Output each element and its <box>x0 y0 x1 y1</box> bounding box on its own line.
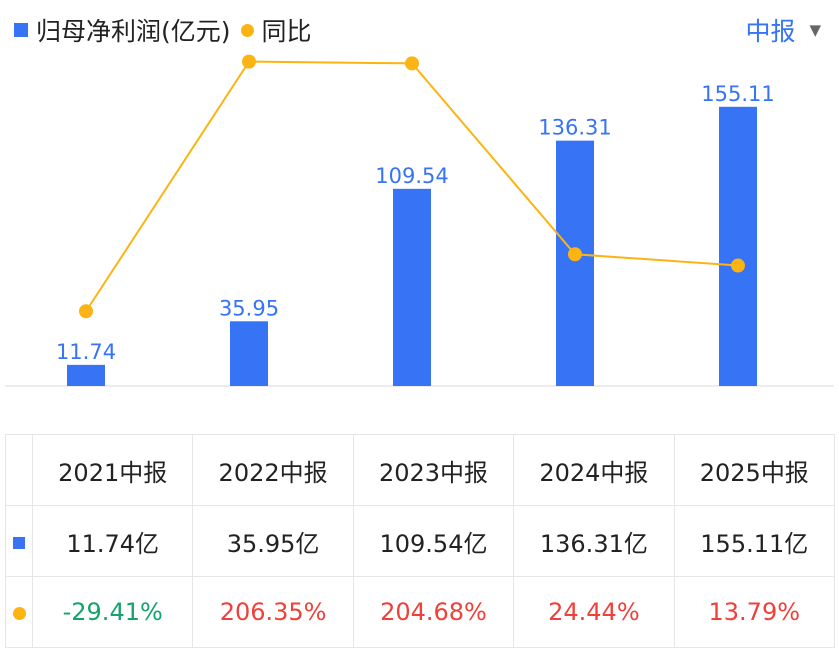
profit-cell: 109.54亿 <box>352 505 515 577</box>
legend: 归母净利润(亿元) 同比 <box>14 14 312 46</box>
bar-2025中报 <box>719 106 757 386</box>
profit-marker-cell <box>5 505 33 577</box>
bar-legend-label: 归母净利润(亿元) <box>36 17 231 46</box>
profit-cell: 35.95亿 <box>192 505 354 577</box>
yoy-marker-cell <box>5 576 33 648</box>
yoy-point-2021中报 <box>79 304 93 319</box>
bar-value-label: 109.54 <box>375 164 448 188</box>
line-legend-label: 同比 <box>261 17 312 46</box>
bar-value-label: 155.11 <box>701 82 774 106</box>
profit-cell: 136.31亿 <box>513 505 675 577</box>
line-marker-icon <box>12 607 26 620</box>
bar-value-label: 136.31 <box>538 116 611 140</box>
yoy-cell: 206.35% <box>192 576 354 648</box>
bar-2023中报 <box>393 188 431 386</box>
profit-cell: 11.74亿 <box>31 505 194 577</box>
table-header-cell: 2023中报 <box>352 434 515 506</box>
yoy-cell: 24.44% <box>513 576 675 648</box>
table-header-cell: 2024中报 <box>513 434 675 506</box>
period-selector[interactable]: 中报 ▼ <box>745 14 821 46</box>
yoy-point-2022中报 <box>242 54 256 69</box>
profit-cell: 155.11亿 <box>673 505 836 577</box>
bar-2021中报 <box>67 364 105 386</box>
yoy-cell: -29.41% <box>31 576 194 648</box>
table-row-yoy: -29.41% 206.35% 204.68% 24.44% 13.79% <box>5 576 836 648</box>
bar-2024中报 <box>556 140 594 386</box>
yoy-point-2023中报 <box>405 56 419 71</box>
data-table: 2021中报 2022中报 2023中报 2024中报 2025中报 11.74… <box>5 434 836 648</box>
profit-chart: 11.74 35.95 109.54 136.31 155.11 <box>5 54 834 387</box>
line-legend-swatch <box>240 23 254 37</box>
period-selector-label: 中报 <box>745 17 796 46</box>
bar-value-label: 11.74 <box>56 340 116 364</box>
chevron-down-icon: ▼ <box>809 21 821 39</box>
bar-marker-icon <box>13 537 25 549</box>
table-header-cell: 2022中报 <box>192 434 354 506</box>
yoy-cell: 13.79% <box>673 576 836 648</box>
yoy-cell: 204.68% <box>352 576 515 648</box>
table-corner-cell <box>5 434 33 506</box>
yoy-point-2024中报 <box>568 247 582 262</box>
bar-2022中报 <box>230 321 268 386</box>
table-header-cell: 2021中报 <box>31 434 194 506</box>
table-row-profit: 11.74亿 35.95亿 109.54亿 136.31亿 155.11亿 <box>5 505 836 577</box>
bar-value-label: 35.95 <box>219 296 279 320</box>
bar-legend-swatch <box>14 23 28 37</box>
table-header-cell: 2025中报 <box>673 434 836 506</box>
yoy-point-2025中报 <box>731 258 745 273</box>
table-header-row: 2021中报 2022中报 2023中报 2024中报 2025中报 <box>5 434 836 506</box>
